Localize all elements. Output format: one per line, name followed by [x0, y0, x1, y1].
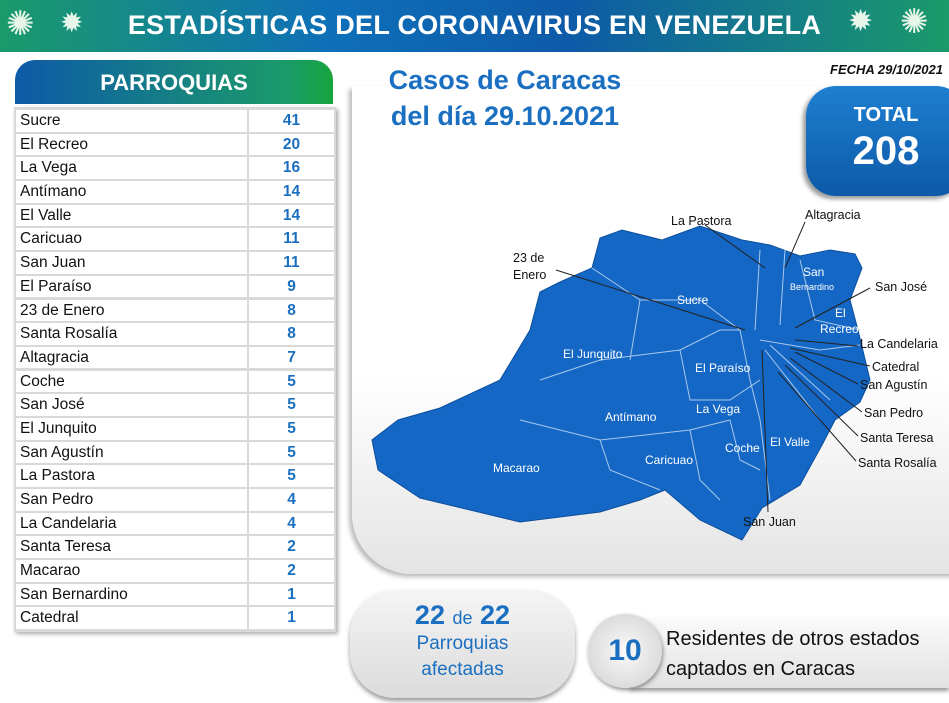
- virus-icon: ✺: [6, 5, 35, 43]
- parish-name: Sucre: [16, 110, 247, 132]
- parish-cases: 8: [249, 299, 334, 322]
- parish-name: San Juan: [16, 252, 247, 274]
- table-row: Macarao 2: [16, 559, 334, 583]
- parish-name: La Vega: [16, 157, 247, 179]
- parish-cases: 16: [249, 157, 334, 179]
- date-label: FECHA 29/10/2021: [830, 62, 943, 77]
- total-badge: TOTAL 208: [806, 86, 949, 196]
- parish-cases: 11: [249, 228, 334, 251]
- table-row: La Vega 16: [16, 156, 334, 180]
- cases-heading-line1: Casos de Caracas: [388, 65, 622, 95]
- parish-name: Macarao: [16, 560, 247, 582]
- table-row: 23 de Enero 8: [16, 299, 334, 323]
- parish-name: El Recreo: [16, 133, 247, 156]
- parish-cases: 41: [249, 110, 334, 132]
- affected-parishes-badge: 22 de 22 Parroquias afectadas: [350, 590, 575, 698]
- table-row: San Agustín 5: [16, 441, 334, 465]
- residents-count: 10: [588, 614, 662, 688]
- table-row: Antímano 14: [16, 180, 334, 204]
- table-row: Caricuao 11: [16, 227, 334, 251]
- parish-name: Antímano: [16, 181, 247, 203]
- parish-cases: 5: [249, 465, 334, 487]
- total-value: 208: [852, 129, 920, 173]
- parish-cases: 14: [249, 204, 334, 227]
- table-row: Santa Teresa 2: [16, 535, 334, 559]
- residents-line2: captados en Caracas: [666, 658, 856, 680]
- total-label: TOTAL: [853, 104, 919, 126]
- parroquias-table: Sucre 41 El Recreo 20 La Vega 16 Antímano 14 El …: [14, 107, 336, 633]
- affected-line2: afectadas: [421, 659, 504, 680]
- header-banner: ✺ ✹ ESTADÍSTICAS DEL CORONAVIRUS EN VENE…: [0, 0, 949, 52]
- table-row: San José 5: [16, 393, 334, 417]
- table-row: El Valle 14: [16, 204, 334, 228]
- affected-de: de: [452, 608, 473, 628]
- residents-panel: Residentes de otros estados captados en …: [630, 618, 949, 688]
- affected-total: 22: [480, 600, 511, 630]
- parish-cases: 20: [249, 133, 334, 156]
- parish-cases: 5: [249, 417, 334, 440]
- table-row: El Junquito 5: [16, 417, 334, 441]
- cases-heading-line2: del día 29.10.2021: [390, 101, 620, 131]
- affected-count: 22: [414, 600, 445, 630]
- parish-cases: 7: [249, 346, 334, 369]
- table-row: El Paraíso 9: [16, 275, 334, 299]
- parish-cases: 14: [249, 181, 334, 203]
- parish-name: 23 de Enero: [16, 299, 247, 322]
- parish-name: Altagracia: [16, 346, 247, 369]
- table-row: San Juan 11: [16, 251, 334, 275]
- table-row: Altagracia 7: [16, 346, 334, 370]
- parish-name: El Paraíso: [16, 275, 247, 298]
- table-row: Santa Rosalía 8: [16, 322, 334, 346]
- table-row: La Pastora 5: [16, 464, 334, 488]
- parish-name: Catedral: [16, 607, 247, 630]
- parish-cases: 5: [249, 441, 334, 464]
- affected-line1: Parroquias: [416, 633, 509, 654]
- parish-name: San José: [16, 394, 247, 416]
- table-row: Coche 5: [16, 370, 334, 394]
- parish-name: El Valle: [16, 204, 247, 227]
- residents-line1: Residentes de otros estados: [666, 628, 920, 650]
- parish-name: Santa Teresa: [16, 536, 247, 558]
- parish-cases: 11: [249, 252, 334, 274]
- parish-cases: 1: [249, 583, 334, 606]
- virus-icon: ✺: [900, 3, 929, 41]
- table-row: El Recreo 20: [16, 133, 334, 157]
- parish-cases: 8: [249, 323, 334, 345]
- parish-name: Caricuao: [16, 228, 247, 251]
- cases-heading: Casos de Caracas del día 29.10.2021: [370, 62, 640, 134]
- virus-icon: ✹: [848, 5, 874, 38]
- parish-cases: 4: [249, 489, 334, 511]
- parish-cases: 9: [249, 275, 334, 298]
- parish-name: San Pedro: [16, 489, 247, 511]
- table-row: Catedral 1: [16, 606, 334, 630]
- parish-name: Santa Rosalía: [16, 323, 247, 345]
- parish-name: La Pastora: [16, 465, 247, 487]
- virus-icon: ✹: [60, 7, 84, 38]
- table-row: San Bernardino 1: [16, 583, 334, 607]
- parish-name: El Junquito: [16, 417, 247, 440]
- page-title: ESTADÍSTICAS DEL CORONAVIRUS EN VENEZUEL…: [127, 10, 822, 40]
- parish-cases: 4: [249, 512, 334, 535]
- parish-cases: 5: [249, 394, 334, 416]
- parish-cases: 2: [249, 560, 334, 582]
- parish-name: San Bernardino: [16, 583, 247, 606]
- table-row: La Candelaria 4: [16, 512, 334, 536]
- table-row: San Pedro 4: [16, 488, 334, 512]
- table-row: Sucre 41: [16, 109, 334, 133]
- parish-name: San Agustín: [16, 441, 247, 464]
- parish-name: Coche: [16, 370, 247, 393]
- parish-cases: 1: [249, 607, 334, 630]
- parroquias-title: PARROQUIAS: [15, 60, 333, 104]
- parish-name: La Candelaria: [16, 512, 247, 535]
- parish-cases: 5: [249, 370, 334, 393]
- parish-cases: 2: [249, 536, 334, 558]
